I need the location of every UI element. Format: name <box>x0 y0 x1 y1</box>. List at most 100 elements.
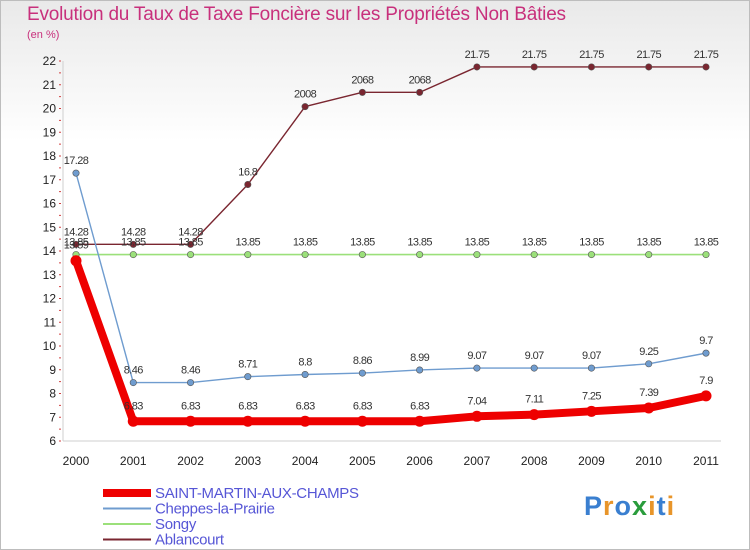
data-label: 6.83 <box>124 400 143 412</box>
data-point <box>301 103 309 111</box>
data-label: 8.8 <box>298 357 312 369</box>
data-label: 13.85 <box>407 237 432 249</box>
y-tick-label: 13 <box>43 268 57 282</box>
y-tick-label: 7 <box>49 410 56 424</box>
data-point <box>473 251 481 259</box>
data-label: 7.04 <box>467 395 486 407</box>
legend-item: SAINT-MARTIN-AUX-CHAMPS <box>103 485 359 502</box>
y-tick-label: 8 <box>49 387 56 401</box>
series-line <box>72 256 710 426</box>
y-tick-label: 20 <box>43 102 57 116</box>
x-tick-label: 2006 <box>406 454 433 468</box>
data-point <box>244 181 252 189</box>
y-tick-label: 19 <box>43 125 57 139</box>
data-label: 14.28 <box>64 226 89 238</box>
data-point <box>129 251 137 259</box>
y-tick-label: 16 <box>43 197 57 211</box>
data-label: 7.39 <box>639 387 658 399</box>
data-label: 9.07 <box>467 350 486 362</box>
data-label: 13.85 <box>293 237 318 249</box>
data-point <box>72 240 80 248</box>
data-point <box>187 240 195 248</box>
data-point <box>301 251 309 259</box>
data-point <box>358 251 366 259</box>
data-label: 13.85 <box>579 237 604 249</box>
data-label: 6.83 <box>238 400 257 412</box>
data-point <box>416 251 424 259</box>
data-label: 13.85 <box>350 237 375 249</box>
data-point <box>702 63 710 71</box>
logo-letter: P <box>584 491 604 521</box>
y-tick-label: 14 <box>43 244 57 258</box>
data-label: 6.83 <box>410 400 429 412</box>
data-point <box>473 63 481 71</box>
data-point <box>244 251 252 259</box>
x-tick-label: 2007 <box>464 454 491 468</box>
data-point <box>244 373 252 381</box>
legend-label: SAINT-MARTIN-AUX-CHAMPS <box>155 485 359 502</box>
x-tick-label: 2010 <box>635 454 662 468</box>
data-point <box>70 255 82 267</box>
y-tick-label: 15 <box>43 220 57 234</box>
data-label: 8.46 <box>124 365 143 377</box>
y-tick-label: 22 <box>43 54 57 68</box>
y-tick-label: 12 <box>43 292 57 306</box>
data-label: 2008 <box>294 89 317 101</box>
data-label: 21.75 <box>636 49 661 61</box>
legend-item: Ablancourt <box>103 532 225 549</box>
y-tick-label: 11 <box>44 315 57 329</box>
logo-letter: i <box>666 491 676 521</box>
data-point <box>185 415 197 427</box>
data-point <box>702 251 710 259</box>
data-point <box>528 409 540 421</box>
data-point <box>416 366 424 374</box>
legend-label: Songy <box>155 516 197 533</box>
data-point <box>301 370 309 378</box>
data-label: 13.85 <box>522 237 547 249</box>
series-songy <box>72 251 710 259</box>
data-label: 7.25 <box>582 390 601 402</box>
data-label: 2068 <box>409 74 432 86</box>
data-label: 17.28 <box>64 155 89 167</box>
data-label: 7.11 <box>525 394 544 406</box>
data-point <box>187 251 195 259</box>
logo-letter: o <box>614 491 633 521</box>
data-point <box>358 88 366 96</box>
data-point <box>585 405 597 417</box>
data-point <box>299 415 311 427</box>
data-point <box>587 364 595 372</box>
data-point <box>358 369 366 377</box>
y-tick-label: 17 <box>43 173 57 187</box>
data-point <box>471 410 483 422</box>
data-point <box>530 364 538 372</box>
data-label: 21.75 <box>465 49 490 61</box>
data-point <box>129 379 137 387</box>
data-point <box>645 63 653 71</box>
data-label: 13.59 <box>64 240 89 252</box>
data-label: 13.85 <box>694 237 719 249</box>
data-point <box>645 251 653 259</box>
data-label: 8.71 <box>238 359 257 371</box>
data-label: 21.75 <box>694 49 719 61</box>
data-label: 13.85 <box>236 237 261 249</box>
legend-label: Ablancourt <box>155 532 225 549</box>
data-label: 16.8 <box>238 167 257 179</box>
y-tick-label: 9 <box>49 363 56 377</box>
logo-letter: x <box>632 491 649 521</box>
data-point <box>530 251 538 259</box>
data-point <box>129 240 137 248</box>
logo-letter: t <box>656 491 667 521</box>
series-line <box>75 172 707 384</box>
data-label: 8.86 <box>353 355 372 367</box>
logo-letter: r <box>603 491 615 521</box>
x-tick-label: 2001 <box>120 454 147 468</box>
x-tick-label: 2008 <box>521 454 548 468</box>
series-ablancourt <box>72 63 710 248</box>
x-tick-label: 2009 <box>578 454 605 468</box>
data-point <box>242 415 254 427</box>
data-label: 21.75 <box>522 49 547 61</box>
chart-title: Evolution du Taux de Taxe Foncière sur l… <box>27 4 566 25</box>
y-tick-label: 10 <box>43 339 57 353</box>
data-point <box>587 251 595 259</box>
